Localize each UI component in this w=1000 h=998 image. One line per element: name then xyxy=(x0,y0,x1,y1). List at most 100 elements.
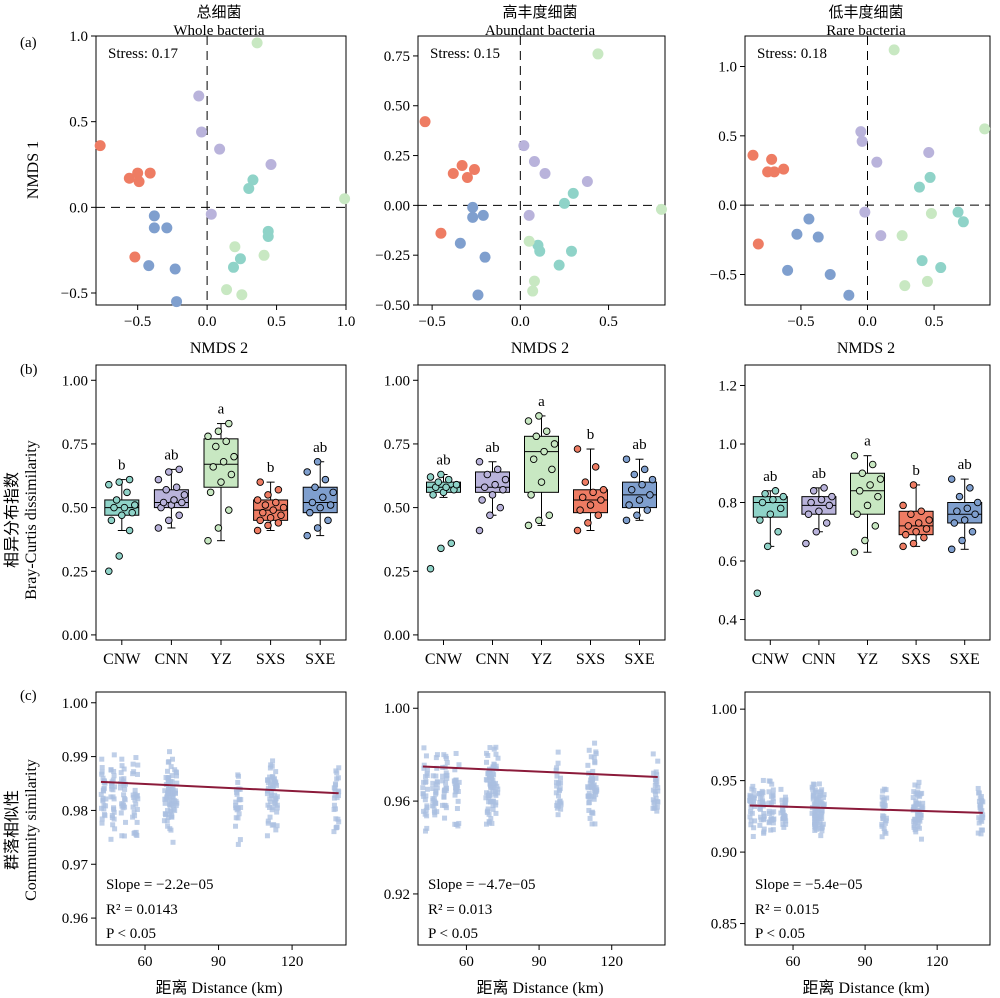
a1-point-sxs xyxy=(133,176,145,188)
c1-point xyxy=(163,812,169,818)
c1-point xyxy=(233,815,239,821)
c1-point xyxy=(235,841,241,847)
c2-xtick-label: 60 xyxy=(459,954,474,970)
c2-point xyxy=(587,815,593,821)
a1-point-yz xyxy=(339,193,351,205)
c2-point xyxy=(586,807,592,813)
b1-point-cnn xyxy=(170,496,178,504)
c2-point xyxy=(431,808,437,814)
b3-point-sxe xyxy=(958,536,966,545)
b2-point-yz xyxy=(529,455,538,463)
b3-point-cnw xyxy=(753,589,762,597)
b1-point-sxs xyxy=(264,491,272,499)
b3-point-yz xyxy=(871,522,880,530)
c2-point xyxy=(440,778,446,784)
row-c-xlabel-3: 距离 Distance (km) xyxy=(802,979,929,997)
a1-point-cnw xyxy=(228,261,239,273)
b1-point-yz xyxy=(209,463,217,471)
c3-point xyxy=(779,797,785,803)
c3-point xyxy=(812,827,818,833)
c1-point xyxy=(100,798,106,804)
c2-point xyxy=(586,790,592,796)
b3-point-sxs xyxy=(909,539,918,548)
c2-point xyxy=(554,802,560,808)
a2-ytick-label: −0.50 xyxy=(375,298,410,314)
c2-point xyxy=(485,806,491,812)
c1-point xyxy=(101,786,107,792)
c3-point xyxy=(912,827,918,833)
b1-point-sxe xyxy=(303,468,311,476)
a3-point-sxe xyxy=(782,264,794,276)
b1-sig-letter: b xyxy=(118,458,126,474)
b2-ytick-label: 0.00 xyxy=(384,628,410,644)
c1-point xyxy=(164,818,170,824)
b1-point-yz xyxy=(214,427,223,435)
c1-stat-r2: R² = 0.0143 xyxy=(106,902,178,918)
c3-point xyxy=(882,829,888,835)
c2-point xyxy=(440,773,446,779)
c1-point xyxy=(99,816,105,822)
c2-point xyxy=(483,777,489,783)
c1-point xyxy=(110,822,116,828)
c1-point xyxy=(273,782,279,788)
b1-point-cnn xyxy=(180,491,189,499)
c1-ytick-label: 0.99 xyxy=(62,750,88,766)
row-c-ylabel-en: Community similarity xyxy=(23,759,40,901)
c3-point xyxy=(750,783,756,789)
c1-point xyxy=(167,786,173,792)
c2-point xyxy=(592,740,598,746)
c1-xtick-label: 120 xyxy=(281,954,304,970)
c1-point xyxy=(108,767,114,773)
b3-point-yz xyxy=(855,487,864,495)
b3-point-sxe xyxy=(950,519,959,527)
b2-point-yz xyxy=(550,440,559,448)
c2-point xyxy=(555,749,561,755)
b2-point-sxs xyxy=(594,511,603,519)
c3-point xyxy=(769,781,775,787)
a1-point-yz xyxy=(236,289,248,301)
c3-ytick-label: 0.95 xyxy=(711,774,737,790)
b2-sig-letter: ab xyxy=(632,437,646,453)
c2-point xyxy=(494,783,500,789)
c1-point xyxy=(161,818,167,824)
c2-point xyxy=(424,786,430,792)
c2-point xyxy=(484,810,490,816)
a3-point-cnn xyxy=(871,156,883,168)
a2-point-sxe xyxy=(479,251,491,263)
c2-point xyxy=(553,790,559,796)
c2-point xyxy=(586,747,592,753)
c2-point xyxy=(495,786,501,792)
c2-point xyxy=(654,808,660,814)
b3-point-yz xyxy=(863,501,872,510)
c1-point xyxy=(274,823,280,829)
b1-ytick-label: 0.50 xyxy=(62,501,88,517)
c2-point xyxy=(557,798,563,804)
c1-point xyxy=(162,788,168,794)
a3-point-sxe xyxy=(803,213,815,225)
b2-point-yz xyxy=(545,511,554,519)
c2-point xyxy=(421,762,427,768)
c3-point xyxy=(747,798,753,804)
b2-ytick-label: 0.75 xyxy=(384,437,410,453)
a1-ytick-label: 1.0 xyxy=(69,29,88,45)
a2-point-cnn xyxy=(518,140,530,152)
c1-frame xyxy=(95,691,347,946)
b3-point-yz xyxy=(868,460,877,469)
c3-frame xyxy=(744,691,991,946)
b2-point-sxs xyxy=(573,526,582,535)
a2-point-sxe xyxy=(467,211,479,223)
c3-point xyxy=(760,777,766,783)
c1-point xyxy=(169,779,175,785)
c2-point xyxy=(585,762,591,768)
c1-point xyxy=(174,780,180,786)
b3-point-sxs xyxy=(899,501,907,510)
b1-point-sxe xyxy=(313,524,322,532)
a3-point-cnw xyxy=(935,262,947,274)
c2-point xyxy=(653,769,659,775)
c1-point xyxy=(273,827,279,833)
c2-point xyxy=(495,755,501,761)
b3-point-sxs xyxy=(899,542,907,551)
c1-point xyxy=(130,804,136,810)
c2-point xyxy=(553,767,559,773)
b1-point-sxs xyxy=(253,496,262,504)
